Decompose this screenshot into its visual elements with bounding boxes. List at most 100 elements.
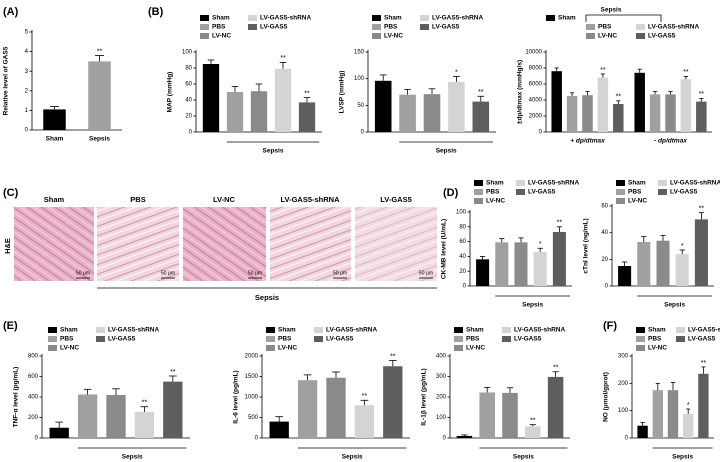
y-axis-label: TNF-α level (pg/mL) [13, 367, 20, 428]
legend-label: LV-GAS5 [514, 336, 542, 343]
y-axis-label: ±dp/dtmax (mmHg/s) [517, 60, 524, 124]
legend-label: Sham [648, 327, 666, 334]
legend-swatch [616, 180, 625, 186]
bar [675, 254, 689, 286]
bar [250, 91, 268, 132]
scale-bar-label: 50 μm [161, 270, 175, 276]
group-label: Sepsis [513, 454, 534, 461]
legend-swatch [502, 327, 511, 333]
bar [383, 366, 403, 438]
y-axis-label: LVSP (mmHg) [339, 71, 346, 114]
legend-swatch [658, 180, 667, 186]
legend-label: LV-GAS5 [108, 336, 136, 343]
bar [472, 101, 490, 132]
bar [326, 377, 346, 438]
bar [269, 421, 289, 438]
scale-bar-label: 50 μm [76, 270, 90, 276]
legend-label: LV-GAS5-shRNA [432, 15, 483, 22]
legend-label: LV-GAS5-shRNA [648, 24, 699, 31]
x-tick-label: + dp/dtmax [570, 138, 605, 145]
significance: * [681, 243, 684, 250]
group-label: Sepsis [436, 148, 457, 155]
y-tick-label: 150 [354, 50, 365, 56]
scale-bar-label: 50 μm [333, 270, 347, 276]
y-tick-label: 5 [25, 30, 29, 36]
y-axis-label: NO (μmol/gprot) [603, 372, 610, 422]
legend-swatch [48, 336, 57, 342]
x-tick-label: - dp/dtmax [654, 138, 687, 145]
legend-label: LV-GAS5-shRNA [108, 327, 159, 334]
image-sham [14, 207, 94, 281]
image-title: LV-GAS5 [380, 195, 412, 204]
group-label: Sepsis [342, 454, 363, 461]
legend-label: Sham [278, 327, 296, 334]
legend-swatch [96, 327, 105, 333]
legend-swatch [636, 33, 645, 39]
legend-label: LV-GAS5 [432, 24, 460, 31]
group-label: Sepsis [664, 302, 685, 309]
bar [374, 80, 392, 132]
bar [637, 425, 648, 438]
legend-label: LV-GAS5 [260, 24, 288, 31]
bar [49, 427, 69, 438]
legend-swatch [420, 24, 429, 30]
image-lv-nc [183, 207, 266, 281]
legend-title: Sepsis [601, 7, 622, 14]
y-tick-label: 80 [459, 224, 466, 230]
legend-label: LV-NC [278, 345, 297, 352]
bar [525, 426, 541, 438]
y-tick-label: 400 [436, 354, 447, 360]
histology-panel: (C) H&E Sham PBS LV-NC LV-GAS5-shRNA LV-… [3, 187, 437, 302]
bar [514, 242, 528, 286]
legend-swatch [48, 345, 57, 351]
legend-label: Sham [558, 15, 576, 22]
image-title: LV-NC [213, 195, 236, 204]
y-tick-label: 200 [436, 395, 447, 401]
legend-swatch [516, 180, 525, 186]
bar [202, 64, 220, 132]
y-tick-label: 600 [28, 374, 39, 380]
legend-label: LV-NC [384, 33, 403, 40]
legend-label: LV-NC [212, 33, 231, 40]
y-tick-label: 0 [25, 128, 29, 134]
y-tick-label: 4000 [529, 98, 543, 104]
significance: ** [699, 91, 705, 98]
legend-label: LV-NC [60, 345, 79, 352]
legend-swatch [266, 327, 275, 333]
bar [597, 77, 609, 132]
legend-swatch [616, 189, 625, 195]
bar [566, 96, 578, 132]
significance: * [687, 402, 690, 409]
bar [551, 71, 562, 132]
y-tick-label: 0 [361, 130, 365, 136]
bar [88, 61, 111, 130]
bar [502, 392, 518, 438]
y-tick-label: 300 [436, 374, 447, 380]
y-tick-label: 100 [354, 76, 365, 82]
legend-label: LV-NC [628, 198, 647, 205]
y-tick-label: 8000 [529, 66, 543, 72]
y-tick-label: 1 [25, 108, 29, 114]
significance: ** [600, 67, 606, 74]
group-label: Sepsis [672, 454, 693, 461]
bar [476, 259, 490, 286]
legend-swatch [266, 336, 275, 342]
legend-swatch [372, 15, 381, 21]
bar [652, 390, 663, 438]
significance: ** [701, 360, 707, 367]
bar [43, 109, 66, 130]
legend-swatch [200, 15, 209, 21]
legend-label: PBS [486, 189, 500, 196]
legend-swatch [454, 336, 463, 342]
legend-label: LV-GAS5-shRNA [514, 327, 565, 334]
y-tick-label: 500 [248, 415, 259, 421]
legend-label: PBS [648, 336, 662, 343]
y-tick-label: 100 [436, 415, 447, 421]
legend-swatch [372, 33, 381, 39]
legend-label: LV-NC [466, 345, 485, 352]
legend-label: PBS [598, 24, 612, 31]
y-axis-label: cTnI level (ng/mL) [583, 218, 590, 273]
significance: ** [557, 220, 563, 227]
legend-label: PBS [212, 24, 226, 31]
